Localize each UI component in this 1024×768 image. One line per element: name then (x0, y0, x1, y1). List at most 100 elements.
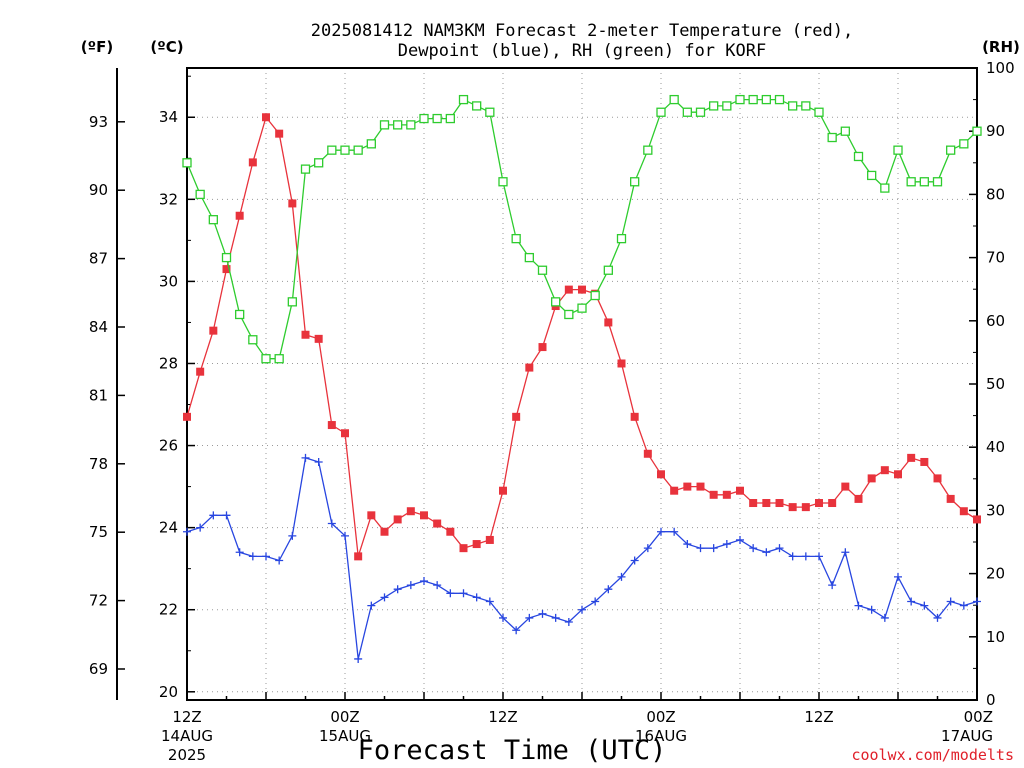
dewpoint-point (248, 552, 257, 561)
2-meter-temperature-point (538, 343, 547, 352)
x-axis-title: Forecast Time (UTC) (358, 735, 667, 766)
2-meter-temperature-point (736, 486, 744, 495)
2-meter-temperature-point (933, 474, 942, 483)
rh-point (656, 107, 666, 117)
dewpoint-point (472, 593, 481, 602)
fahrenheit-tick-label: 87 (89, 250, 108, 268)
rh-point (893, 145, 903, 155)
dewpoint-point (262, 552, 270, 561)
rh-point (472, 101, 482, 111)
rh-point (340, 145, 350, 155)
dewpoint-point (841, 548, 850, 557)
2-meter-temperature-point (485, 535, 494, 544)
rh-tick-label: 80 (986, 185, 1005, 203)
dewpoint-point (564, 618, 573, 627)
dewpoint-point (973, 597, 981, 606)
dewpoint-point (406, 581, 415, 590)
2-meter-temperature-point (183, 412, 191, 421)
dewpoint-point (670, 527, 679, 536)
2-meter-temperature-point (314, 334, 323, 343)
x-tick-label-time: 00Z (330, 708, 359, 726)
dewpoint-point (327, 519, 336, 528)
rh-point (919, 177, 929, 187)
2-meter-temperature-point (920, 457, 929, 466)
2-meter-temperature-point (196, 367, 205, 376)
2-meter-temperature-point (696, 482, 705, 491)
rh-point (906, 177, 916, 187)
rh-tick-label: 60 (986, 312, 1005, 330)
data-series (182, 94, 982, 663)
rh-point (735, 94, 745, 105)
dewpoint-point (525, 613, 534, 622)
2-meter-temperature-point (393, 515, 402, 524)
fahrenheit-unit-label: (ºF) (81, 38, 113, 56)
rh-point (524, 252, 534, 263)
rh-point (867, 170, 877, 181)
x-tick-label-time: 00Z (646, 708, 675, 726)
rh-point (761, 94, 771, 105)
2-meter-temperature-point (683, 482, 692, 491)
rh-point (669, 94, 679, 105)
rh-tick-label: 30 (986, 501, 1005, 519)
axes: 69 72 75 78 81 84 87 90 93 20 22 24 26 28 30 32 34 0 10 20 3… (89, 59, 1015, 764)
rh-tick-label: 70 (986, 249, 1005, 267)
dewpoint-point (722, 540, 731, 549)
2-meter-temperature-point (420, 511, 428, 520)
rh-point (564, 309, 574, 320)
dewpoint-point (920, 601, 929, 610)
rh-point (195, 189, 205, 200)
celsius-tick-label: 30 (159, 272, 178, 290)
dewpoint-point (433, 581, 442, 590)
rh-point (643, 145, 653, 155)
rh-point (709, 101, 719, 111)
rh-point (853, 151, 864, 162)
rh-point (221, 252, 232, 263)
rh-point (274, 354, 284, 364)
2-meter-temperature-point (262, 113, 270, 122)
rh-point (695, 107, 706, 117)
fahrenheit-tick-label: 84 (89, 318, 108, 336)
2-meter-temperature-point (472, 540, 481, 549)
dewpoint-point (907, 597, 916, 606)
dewpoint-point (380, 593, 389, 602)
dewpoint-point (854, 601, 863, 610)
2-meter-temperature-point (841, 482, 850, 491)
dewpoint-point (183, 527, 191, 536)
2-meter-temperature-point (275, 129, 284, 138)
rh-point (551, 297, 561, 307)
dewpoint-point (867, 605, 876, 614)
dewpoint-point (499, 613, 507, 622)
rh-point (235, 309, 245, 320)
rh-point (722, 101, 732, 111)
2-meter-temperature-point (815, 499, 823, 508)
2-meter-temperature-point (578, 285, 586, 294)
dewpoint-point (420, 576, 428, 585)
dewpoint-point (446, 589, 455, 598)
2-meter-temperature-point (248, 158, 257, 167)
2-meter-temperature-point (643, 449, 652, 458)
rh-tick-label: 50 (986, 375, 1005, 393)
dewpoint-point (643, 544, 652, 553)
dewpoint-point (815, 552, 823, 561)
rh-point (788, 101, 798, 111)
rh-point (682, 107, 692, 117)
x-tick-label-date: 15AUG (319, 727, 371, 745)
2-meter-temperature-point (657, 470, 665, 479)
dewpoint-point (578, 605, 586, 614)
2-meter-temperature-point (354, 552, 363, 561)
2-meter-temperature-point (722, 490, 731, 499)
chart-title-line1: 2025081412 NAM3KM Forecast 2-meter Tempe… (311, 21, 853, 41)
fahrenheit-tick-label: 75 (89, 523, 108, 541)
dewpoint-point (314, 457, 323, 466)
rh-point (616, 233, 627, 244)
2-meter-temperature-point (406, 507, 415, 516)
chart-title-line2: Dewpoint (blue), RH (green) for KORF (398, 41, 766, 61)
2-meter-temperature-point (670, 486, 679, 495)
2-meter-temperature-point (973, 515, 981, 524)
x-tick-label-date: 16AUG (635, 727, 687, 745)
2-meter-temperature-point (459, 544, 468, 553)
rh-tick-label: 100 (986, 59, 1015, 77)
rh-point (774, 94, 785, 105)
credit-text: coolwx.com/modelts (851, 746, 1014, 764)
